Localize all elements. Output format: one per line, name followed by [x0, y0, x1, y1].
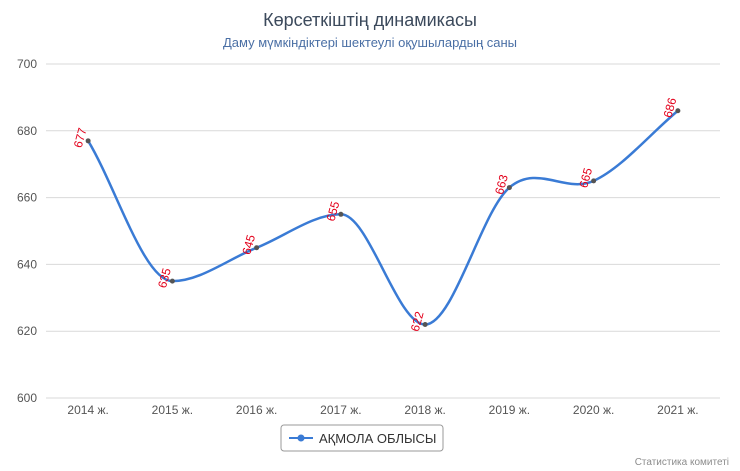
legend-series-marker — [297, 434, 305, 442]
x-tick-label: 2016 ж. — [236, 403, 277, 417]
y-tick-label: 640 — [17, 257, 37, 271]
legend[interactable]: АҚМОЛА ОБЛЫСЫ — [280, 424, 444, 452]
data-label: 663 — [492, 173, 511, 196]
y-tick-label: 660 — [17, 191, 37, 205]
x-tick-label: 2021 ж. — [657, 403, 698, 417]
data-point[interactable] — [506, 185, 512, 191]
data-point[interactable] — [254, 245, 260, 251]
data-label: 677 — [71, 126, 90, 149]
x-tick-label: 2014 ж. — [67, 403, 108, 417]
x-tick-label: 2020 ж. — [573, 403, 614, 417]
series-layer — [85, 108, 681, 328]
data-labels: 677 635 645 655 622 663 665 686 — [71, 96, 680, 333]
data-point[interactable] — [591, 178, 597, 184]
data-label: 622 — [408, 310, 427, 333]
legend-item-label[interactable]: АҚМОЛА ОБЛЫСЫ — [319, 431, 436, 446]
data-label: 686 — [661, 96, 680, 119]
chart-credits[interactable]: Статистика комитеті — [635, 457, 729, 468]
data-point[interactable] — [169, 278, 175, 284]
chart-subtitle: Даму мүмкіндіктері шектеулі оқушылардың … — [223, 35, 517, 50]
data-point[interactable] — [675, 108, 681, 114]
chart-title: Көрсеткіштің динамикасы — [263, 10, 477, 30]
y-tick-label: 620 — [17, 324, 37, 338]
x-tick-label: 2018 ж. — [404, 403, 445, 417]
y-axis-ticks: 600 620 640 660 680 700 — [17, 57, 37, 405]
y-tick-label: 680 — [17, 124, 37, 138]
x-tick-label: 2019 ж. — [489, 403, 530, 417]
data-label: 645 — [239, 233, 258, 256]
y-tick-label: 600 — [17, 391, 37, 405]
y-tick-label: 700 — [17, 57, 37, 71]
x-axis-ticks: 2014 ж. 2015 ж. 2016 ж. 2017 ж. 2018 ж. 2019 … — [67, 403, 698, 417]
x-tick-label: 2015 ж. — [152, 403, 193, 417]
x-tick-label: 2017 ж. — [320, 403, 361, 417]
legend-box[interactable] — [280, 424, 444, 452]
data-label: 635 — [155, 266, 174, 289]
data-label: 655 — [324, 199, 343, 222]
data-point[interactable] — [338, 211, 344, 217]
data-point[interactable] — [422, 322, 428, 328]
y-gridlines — [46, 63, 720, 399]
data-point[interactable] — [85, 138, 91, 144]
series-line[interactable] — [87, 109, 679, 326]
data-label: 665 — [576, 166, 595, 189]
